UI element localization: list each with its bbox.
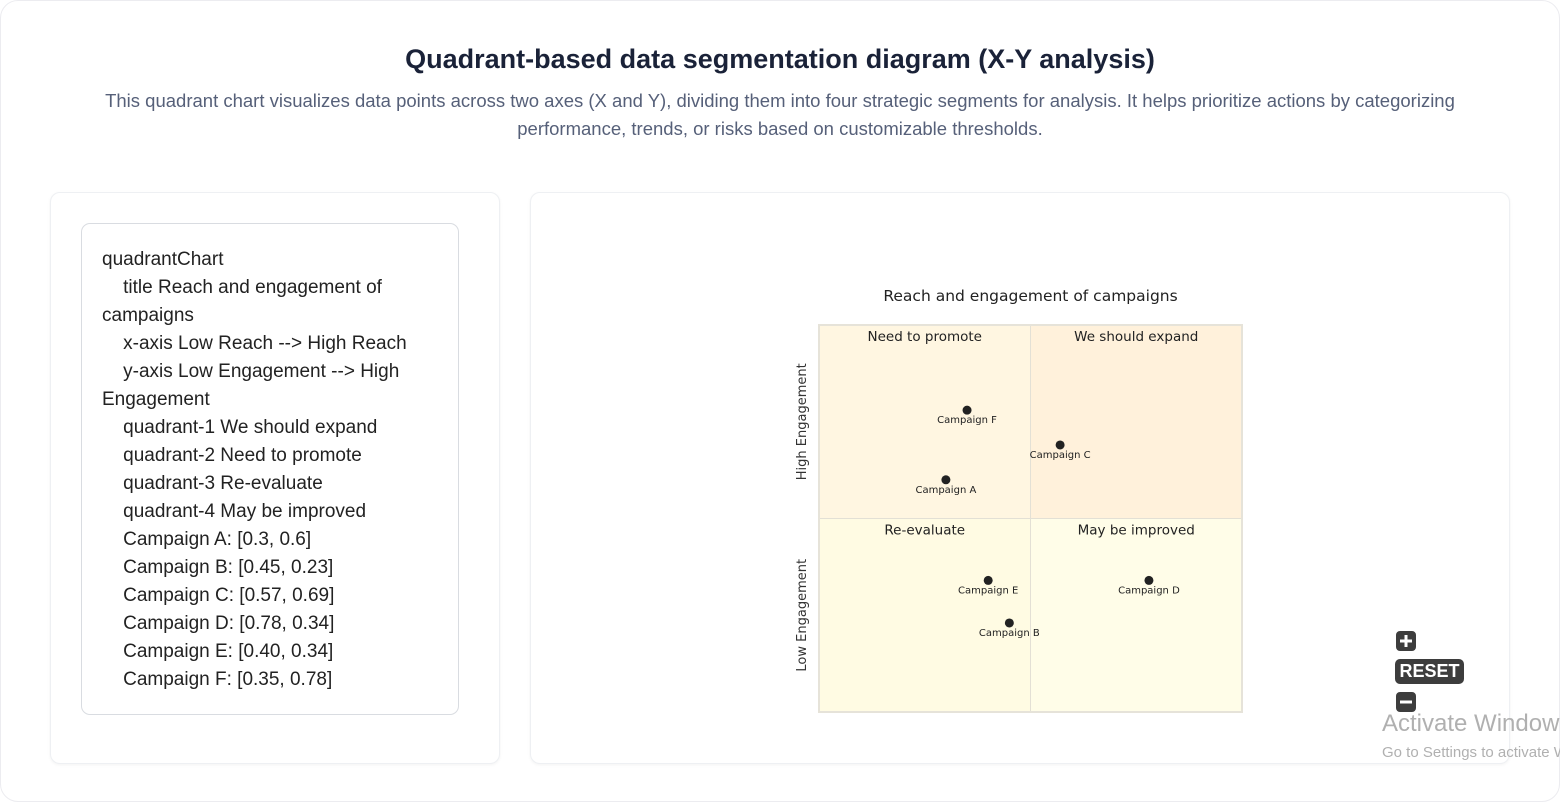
quadrant-label: Re-evaluate [884,523,965,539]
y-axis-label-high: High Engagement [795,363,810,480]
point-label: Campaign E [958,585,1018,596]
quadrant-label: We should expand [1074,329,1198,345]
y-axis-label-low: Low Engagement [795,559,810,672]
quadrant [1030,518,1243,713]
quadrant [818,324,1031,519]
editor-card: quadrantChart title Reach and engagement… [50,192,500,764]
code-line: Campaign D: [0.78, 0.34] [102,613,335,634]
code-line: Campaign F: [0.35, 0.78] [102,669,333,690]
chart-title: Reach and engagement of campaigns [883,287,1177,305]
point-label: Campaign B [979,628,1040,639]
code-line: Campaign C: [0.57, 0.69] [102,585,335,606]
code-line: quadrantChart [102,249,224,270]
page-title: Quadrant-based data segmentation diagram… [405,44,1155,74]
code-line: quadrant-4 May be improved [102,501,367,522]
data-point [1144,575,1154,585]
code-line: quadrant-2 Need to promote [102,445,362,466]
reset-button[interactable]: RESET [1395,659,1464,684]
code-line: Campaign E: [0.40, 0.34] [102,641,334,662]
page-description: This quadrant chart visualizes data poin… [105,90,1455,139]
point-label: Campaign A [915,485,976,496]
code-editor[interactable]: quadrantChart title Reach and engagement… [81,223,459,715]
data-point [962,405,972,415]
data-point [983,575,993,585]
code-line: y-axis Low Engagement --> High Engagemen… [102,361,405,410]
plus-icon [1400,635,1412,647]
data-point [941,475,951,485]
code-line: Campaign B: [0.45, 0.23] [102,557,334,578]
data-point [1004,618,1014,628]
zoom-in-button[interactable] [1395,630,1417,652]
quadrant-label: May be improved [1078,523,1195,539]
chart-card: Reach and engagement of campaigns We shou… [530,192,1510,764]
windows-watermark: Activate Windows Go to Settings to activ… [1382,710,1560,761]
watermark-title: Activate Windows [1382,710,1560,737]
quadrant-label: Need to promote [867,329,982,345]
quadrant [818,518,1031,713]
code-line: quadrant-1 We should expand [102,417,378,438]
watermark-subtitle: Go to Settings to activate Windows. [1382,744,1560,761]
quadrant-chart: Reach and engagement of campaigns We shou… [795,287,1243,736]
code-line: title Reach and engagement of campaigns [102,277,388,326]
zoom-out-button[interactable] [1395,691,1417,713]
code-line: Campaign A: [0.3, 0.6] [102,529,312,550]
plot-border [818,324,1243,713]
point-label: Campaign D [1118,585,1180,596]
code-line: quadrant-3 Re-evaluate [102,473,323,494]
data-point [1055,440,1065,450]
point-label: Campaign F [937,415,997,426]
point-label: Campaign C [1030,450,1091,461]
code-line: x-axis Low Reach --> High Reach [102,333,407,354]
quadrant [1030,324,1243,519]
